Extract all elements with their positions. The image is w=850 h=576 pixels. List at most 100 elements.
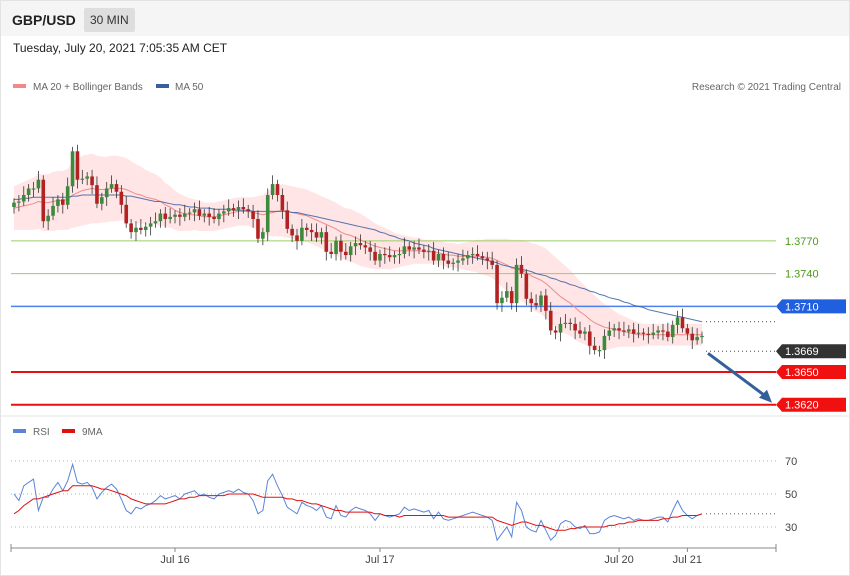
candle-body-42 (217, 213, 221, 220)
x-tick-label-0: Jul 16 (160, 554, 189, 566)
level-label-0: 1.3770 (785, 236, 819, 248)
candle-body-102 (509, 291, 514, 304)
candle-body-130 (646, 333, 651, 335)
candle-body-124 (617, 328, 621, 331)
candle-body-101 (505, 291, 509, 298)
candle-body-10 (60, 199, 65, 205)
level-label-1: 1.3740 (785, 269, 819, 281)
candle-body-141 (700, 335, 704, 338)
candle-body-67 (339, 240, 343, 252)
candle-body-51 (261, 232, 265, 239)
candle-body-17 (95, 185, 99, 204)
candle-body-62 (314, 232, 319, 238)
candle-body-125 (622, 330, 626, 332)
candle-body-79 (397, 253, 402, 256)
candle-body-95 (475, 253, 480, 257)
candle-body-61 (309, 229, 314, 233)
candle-body-131 (651, 332, 656, 335)
candle-body-115 (573, 323, 577, 331)
rsi-ma-line (13, 485, 703, 531)
ma50-line (14, 194, 703, 323)
candle-body-121 (602, 335, 607, 351)
candle-body-90 (451, 262, 455, 264)
candle-body-31 (163, 213, 168, 220)
candle-body-105 (524, 273, 529, 299)
candle-body-24 (129, 223, 133, 233)
candle-body-55 (280, 194, 285, 211)
candle-body-65 (329, 251, 333, 254)
candle-body-127 (631, 329, 636, 334)
candle-body-18 (100, 197, 104, 204)
projection-arrow-shaft (707, 352, 766, 397)
candle-body-76 (383, 253, 387, 256)
candle-body-114 (568, 322, 573, 324)
candle-body-84 (422, 249, 426, 252)
candle-body-29 (153, 221, 158, 224)
candle-body-7 (46, 215, 50, 222)
legend-label-rsi-ma: 9MA (82, 427, 103, 438)
candle-body-52 (265, 194, 270, 233)
candle-body-28 (148, 223, 153, 227)
main-legend: MA 20 + Bollinger Bands MA 50 (13, 82, 204, 93)
candle-body-70 (353, 243, 358, 247)
x-tick-label-2: Jul 20 (604, 554, 633, 566)
candle-body-81 (407, 246, 412, 250)
rsi-tick-label-30: 30 (785, 522, 797, 534)
candle-body-120 (597, 350, 602, 352)
candle-body-53 (270, 184, 275, 195)
legend-label-rsi: RSI (33, 427, 50, 438)
candle-body-80 (402, 246, 407, 254)
candle-body-4 (31, 188, 36, 190)
level-tag-4 (776, 364, 846, 379)
candle-body-58 (295, 235, 299, 241)
projection-arrow-head (759, 389, 772, 403)
candle-body-5 (36, 179, 41, 189)
candle-body-21 (114, 184, 119, 192)
candle-body-27 (143, 226, 148, 230)
candle-body-128 (636, 332, 641, 334)
candle-body-110 (548, 310, 553, 331)
x-tick-label-3: Jul 21 (673, 554, 702, 566)
bollinger-band-layer (14, 153, 702, 351)
level-label-2: 1.3710 (785, 301, 819, 313)
candle-body-117 (583, 331, 587, 334)
timeframe-button[interactable]: 30 MIN (84, 8, 135, 32)
candle-body-94 (470, 253, 475, 256)
candle-body-47 (241, 207, 246, 210)
level-tag-5 (776, 397, 846, 412)
candle-body-68 (344, 251, 348, 256)
candle-body-123 (612, 328, 616, 331)
candle-body-44 (226, 208, 231, 212)
candle-body-35 (182, 213, 187, 217)
candle-body-54 (275, 184, 280, 195)
candle-body-46 (236, 207, 241, 211)
candle-body-25 (134, 227, 138, 233)
candle-body-126 (627, 329, 631, 332)
candle-body-118 (587, 331, 592, 346)
candle-body-136 (675, 317, 680, 325)
candle-body-8 (51, 205, 55, 216)
candle-body-89 (446, 260, 451, 264)
candle-body-129 (641, 332, 646, 334)
candle-body-23 (124, 204, 129, 224)
candle-body-83 (417, 247, 421, 250)
legend-swatch-rsi (13, 429, 26, 433)
candle-body-77 (387, 255, 392, 258)
rsi-line (13, 462, 703, 542)
candle-body-113 (563, 322, 568, 324)
level-label-4: 1.3650 (785, 367, 819, 379)
candle-body-72 (363, 245, 368, 248)
candle-body-36 (187, 212, 192, 214)
candle-body-1 (17, 201, 21, 203)
candle-body-98 (490, 260, 494, 265)
level-tag-2 (776, 299, 846, 314)
candle-body-22 (119, 191, 124, 205)
candle-body-13 (75, 151, 80, 180)
x-tick-label-1: Jul 17 (365, 554, 394, 566)
level-label-3: 1.3669 (785, 346, 819, 358)
moving-average-layer (13, 187, 703, 336)
level-lines-layer (11, 240, 776, 406)
candle-body-74 (373, 251, 377, 261)
legend-label-ma20: MA 20 + Bollinger Bands (33, 82, 143, 93)
